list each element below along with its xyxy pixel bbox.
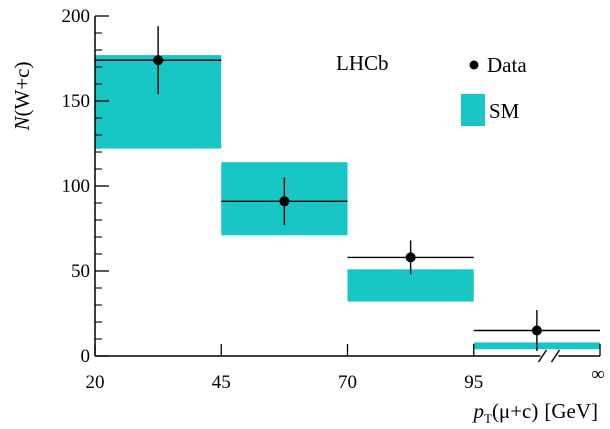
y-tick-label: 150 bbox=[62, 91, 91, 112]
ticks-layer: 0 50 100 150 200 20 45 70 95 ∞ bbox=[62, 6, 605, 393]
y-tick-label: 0 bbox=[81, 346, 91, 367]
bins-layer bbox=[95, 26, 600, 351]
legend-sm-swatch bbox=[461, 94, 485, 126]
x-tick-label: ∞ bbox=[591, 364, 605, 385]
y-tick-label: 200 bbox=[62, 6, 91, 27]
legend-sm-label: SM bbox=[489, 99, 520, 123]
sm-band bbox=[347, 269, 474, 302]
x-tick-label: 20 bbox=[86, 372, 105, 393]
legend-data-marker bbox=[469, 60, 479, 70]
axis-break-slash bbox=[550, 349, 561, 363]
x-axis-title: pT(μ+c) [GeV] bbox=[471, 399, 598, 424]
data-point bbox=[279, 196, 290, 207]
legend: Data SM bbox=[461, 53, 527, 126]
x-tick-label: 95 bbox=[464, 372, 483, 393]
y-tick-label: 100 bbox=[62, 176, 91, 197]
data-point bbox=[153, 55, 164, 66]
x-tick-label: 70 bbox=[338, 372, 357, 393]
y-axis-title: N(W+c) bbox=[10, 62, 34, 132]
axis-break-slash bbox=[537, 349, 548, 363]
axis-break-mark bbox=[537, 349, 561, 363]
experiment-label: LHCb bbox=[336, 51, 389, 75]
x-tick-label: 45 bbox=[212, 372, 231, 393]
data-point bbox=[531, 325, 542, 336]
legend-data-label: Data bbox=[487, 53, 527, 77]
y-tick-label: 50 bbox=[71, 261, 90, 282]
data-point bbox=[405, 252, 416, 263]
